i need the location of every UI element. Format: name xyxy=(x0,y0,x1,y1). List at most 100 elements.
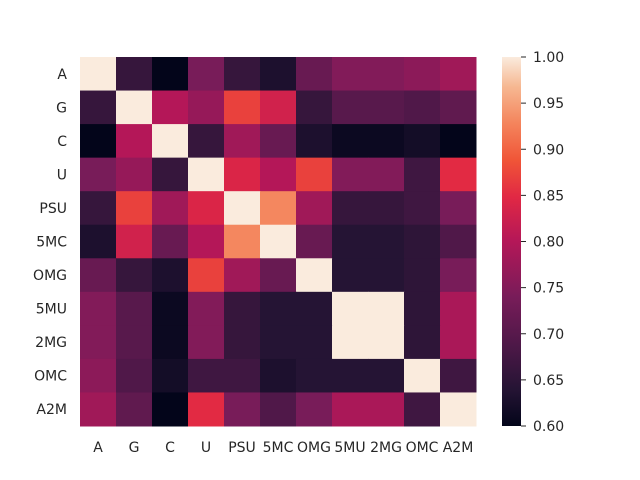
heatmap-cell-A-G xyxy=(116,57,153,92)
colorbar-tick-label: 0.65 xyxy=(533,373,564,389)
heatmap-cell-PSU-A xyxy=(80,191,117,226)
column-label-2MG: 2MG xyxy=(370,440,402,456)
heatmap-cell-2MG-U xyxy=(188,325,225,360)
colorbar-tick-label: 1.00 xyxy=(533,50,564,66)
heatmap-cell-OMC-A2M xyxy=(440,358,477,393)
heatmap-cell-C-G xyxy=(116,124,153,159)
colorbar-tick-label: 0.75 xyxy=(533,281,564,297)
heatmap-cell-5MU-A xyxy=(80,291,117,326)
heatmap-cell-A-PSU xyxy=(224,57,261,92)
column-label-A2M: A2M xyxy=(443,440,474,456)
row-label-OMC: OMC xyxy=(34,369,67,385)
heatmap-cell-PSU-PSU xyxy=(224,191,261,226)
colorbar-tick-label: 0.80 xyxy=(533,235,564,251)
heatmap-cell-G-5MU xyxy=(332,90,369,125)
heatmap-cell-U-OMC xyxy=(404,157,441,192)
heatmap-cell-A2M-U xyxy=(188,392,225,427)
heatmap-cell-5MU-OMC xyxy=(404,291,441,326)
heatmap-cell-A2M-OMG xyxy=(296,392,333,427)
heatmap-cell-2MG-2MG xyxy=(368,325,405,360)
heatmap-cell-G-G xyxy=(116,90,153,125)
heatmap-cell-A-5MC xyxy=(260,57,297,92)
heatmap-cell-5MC-5MU xyxy=(332,224,369,259)
column-label-OMC: OMC xyxy=(406,440,439,456)
heatmap-cell-U-OMG xyxy=(296,157,333,192)
colorbar-tick-label: 0.85 xyxy=(533,188,564,204)
heatmap-cell-A-5MU xyxy=(332,57,369,92)
heatmap-cell-OMG-5MC xyxy=(260,258,297,293)
heatmap-cell-U-A xyxy=(80,157,117,192)
heatmap-cell-A-A2M xyxy=(440,57,477,92)
heatmap-cell-PSU-U xyxy=(188,191,225,226)
heatmap-cell-PSU-5MU xyxy=(332,191,369,226)
heatmap-cell-OMG-G xyxy=(116,258,153,293)
heatmap-cell-C-5MU xyxy=(332,124,369,159)
heatmap-cell-U-G xyxy=(116,157,153,192)
heatmap-cell-A-2MG xyxy=(368,57,405,92)
heatmap-cell-5MC-5MC xyxy=(260,224,297,259)
heatmap-cell-5MC-G xyxy=(116,224,153,259)
row-label-C: C xyxy=(57,134,67,150)
heatmap-cell-5MU-A2M xyxy=(440,291,477,326)
heatmap-cell-A-A xyxy=(80,57,117,92)
colorbar-tick-label: 0.90 xyxy=(533,142,564,158)
column-label-G: G xyxy=(129,440,140,456)
row-label-2MG: 2MG xyxy=(35,335,67,351)
heatmap-cell-5MU-OMG xyxy=(296,291,333,326)
heatmap-cell-5MU-5MC xyxy=(260,291,297,326)
heatmap-cell-OMC-C xyxy=(152,358,189,393)
heatmap-cell-OMC-OMC xyxy=(404,358,441,393)
heatmap-cell-PSU-A2M xyxy=(440,191,477,226)
heatmap-cell-OMC-G xyxy=(116,358,153,393)
row-label-U: U xyxy=(57,167,67,183)
heatmap-cell-OMG-U xyxy=(188,258,225,293)
colorbar xyxy=(502,57,521,426)
heatmap-cell-A-OMC xyxy=(404,57,441,92)
heatmap-cell-OMC-U xyxy=(188,358,225,393)
heatmap-cell-C-A xyxy=(80,124,117,159)
heatmap-cell-G-U xyxy=(188,90,225,125)
heatmap-cell-A-C xyxy=(152,57,189,92)
heatmap-cell-5MU-G xyxy=(116,291,153,326)
heatmap-cell-A2M-2MG xyxy=(368,392,405,427)
heatmap-cell-OMC-OMG xyxy=(296,358,333,393)
heatmap-cell-5MC-OMG xyxy=(296,224,333,259)
row-label-A: A xyxy=(57,67,67,83)
heatmap-cell-A-OMG xyxy=(296,57,333,92)
heatmap-cell-PSU-G xyxy=(116,191,153,226)
heatmap-cell-5MC-OMC xyxy=(404,224,441,259)
heatmap-cell-A-U xyxy=(188,57,225,92)
column-label-C: C xyxy=(165,440,175,456)
heatmap-cell-G-A2M xyxy=(440,90,477,125)
heatmap-cell-OMG-5MU xyxy=(332,258,369,293)
colorbar-tick-label: 0.60 xyxy=(533,419,564,435)
column-label-5MC: 5MC xyxy=(263,440,294,456)
heatmap-cell-OMG-A2M xyxy=(440,258,477,293)
heatmap-cell-OMC-PSU xyxy=(224,358,261,393)
heatmap-cell-G-PSU xyxy=(224,90,261,125)
heatmap-cell-OMG-OMC xyxy=(404,258,441,293)
heatmap-cell-G-2MG xyxy=(368,90,405,125)
heatmap-cell-C-OMC xyxy=(404,124,441,159)
heatmap-cell-A2M-G xyxy=(116,392,153,427)
heatmap-cell-PSU-OMG xyxy=(296,191,333,226)
column-label-PSU: PSU xyxy=(228,440,256,456)
heatmap-cell-G-A xyxy=(80,90,117,125)
column-label-A: A xyxy=(93,440,103,456)
heatmap-cell-2MG-OMC xyxy=(404,325,441,360)
heatmap-cell-U-U xyxy=(188,157,225,192)
heatmap-cell-5MU-5MU xyxy=(332,291,369,326)
heatmap-cell-G-OMC xyxy=(404,90,441,125)
heatmap-cell-A2M-A2M xyxy=(440,392,477,427)
colorbar-tick-label: 0.70 xyxy=(533,327,564,343)
heatmap-cell-G-OMG xyxy=(296,90,333,125)
row-label-A2M: A2M xyxy=(36,402,67,418)
colorbar-ticks: 0.60 0.65 0.70 0.75 0.80 0.85 0.90 0.95 1.00 xyxy=(521,50,564,435)
heatmap-cells xyxy=(80,57,477,427)
heatmap-cell-PSU-C xyxy=(152,191,189,226)
heatmap-cell-5MU-C xyxy=(152,291,189,326)
column-tick-labels: A G C U PSU 5MC OMG 5MU 2MG OMC A2M xyxy=(93,440,473,456)
heatmap-cell-PSU-OMC xyxy=(404,191,441,226)
heatmap-cell-OMG-2MG xyxy=(368,258,405,293)
heatmap-cell-2MG-OMG xyxy=(296,325,333,360)
